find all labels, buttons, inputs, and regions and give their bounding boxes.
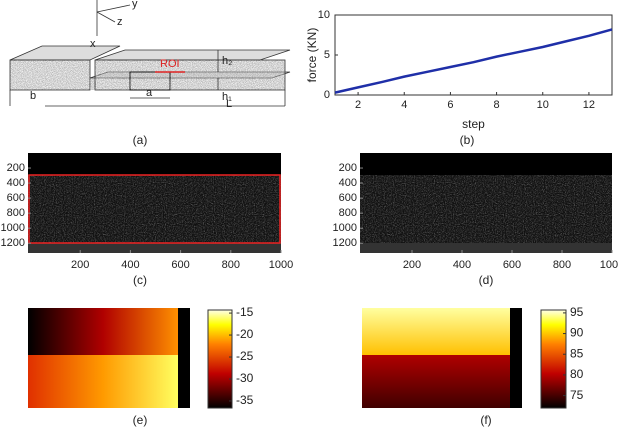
x-tick-label: 6 bbox=[447, 99, 453, 111]
x-tick-label: 600 bbox=[503, 259, 521, 271]
y-tick-label: 800 bbox=[339, 207, 357, 219]
x-tick-label: 2 bbox=[355, 99, 361, 111]
y-tick-label: 1200 bbox=[333, 237, 357, 249]
y-tick-label: 200 bbox=[339, 162, 357, 174]
x-tick-label: 800 bbox=[222, 259, 240, 271]
colorbar-tick-label: 80 bbox=[570, 367, 584, 381]
colorbar-tick-label: 95 bbox=[570, 305, 584, 319]
y-tick-label: 1000 bbox=[1, 222, 25, 234]
speckle-texture bbox=[360, 175, 612, 243]
heatmap-e bbox=[28, 308, 190, 408]
speckle-texture bbox=[28, 175, 281, 243]
y-tick-label: 0 bbox=[324, 89, 330, 101]
heatmap-f bbox=[362, 308, 522, 408]
x-tick-label: 600 bbox=[171, 259, 189, 271]
roi-box bbox=[28, 174, 281, 244]
x-tick-label: 400 bbox=[453, 259, 471, 271]
y-tick-label: 1200 bbox=[1, 237, 25, 249]
panel-label: (d) bbox=[479, 273, 494, 287]
dimension-label: b bbox=[30, 90, 36, 102]
y-tick-label: 800 bbox=[7, 207, 25, 219]
colorbar bbox=[540, 309, 567, 409]
y-tick-label: 10 bbox=[318, 9, 330, 21]
image-bottom bbox=[360, 243, 612, 253]
x-tick-label: 200 bbox=[71, 259, 89, 271]
dimension-label: h₁ bbox=[222, 91, 232, 103]
dimension-label: a bbox=[146, 87, 153, 99]
roi-label: ROI bbox=[160, 58, 180, 70]
colorbar-tick-label: -30 bbox=[236, 371, 254, 385]
y-axis-label: force (KN) bbox=[305, 28, 319, 83]
dimension-label: L bbox=[226, 98, 232, 110]
force-line bbox=[334, 28, 613, 94]
colorbar-tick-label: -25 bbox=[236, 349, 254, 363]
colorbar-tick-label: 75 bbox=[570, 388, 584, 402]
x-tick-label: 4 bbox=[401, 99, 407, 111]
x-tick-label: 1000 bbox=[600, 259, 618, 271]
y-tick-label: 5 bbox=[324, 49, 330, 61]
y-tick-label: 1000 bbox=[333, 222, 357, 234]
y-tick-label: 200 bbox=[7, 162, 25, 174]
axis-label: x bbox=[90, 38, 96, 50]
axis-label: z bbox=[117, 16, 123, 28]
y-tick-label: 400 bbox=[339, 177, 357, 189]
colorbar-tick-label: 85 bbox=[570, 346, 584, 360]
specimen-diagram bbox=[9, 0, 291, 107]
panel-label: (c) bbox=[133, 273, 147, 287]
colorbar-tick-label: -15 bbox=[236, 305, 254, 319]
panel-label: (e) bbox=[133, 413, 148, 427]
y-tick-label: 600 bbox=[339, 192, 357, 204]
panel-label: (a) bbox=[133, 133, 148, 147]
colorbar-tick-label: -20 bbox=[236, 327, 254, 341]
dimension-label: h₂ bbox=[222, 55, 232, 67]
x-tick-label: 800 bbox=[553, 259, 571, 271]
axis-label: y bbox=[132, 0, 138, 10]
x-tick-label: 12 bbox=[583, 99, 595, 111]
image-bottom bbox=[28, 243, 281, 253]
x-axis-label: step bbox=[462, 117, 485, 131]
x-tick-label: 8 bbox=[494, 99, 500, 111]
y-tick-label: 400 bbox=[7, 177, 25, 189]
colorbar bbox=[207, 309, 233, 409]
x-tick-label: 200 bbox=[403, 259, 421, 271]
panel-label: (f) bbox=[480, 413, 491, 427]
colorbar-tick-label: 90 bbox=[570, 326, 584, 340]
panel-label: (b) bbox=[460, 133, 475, 147]
x-tick-label: 10 bbox=[537, 99, 549, 111]
y-tick-label: 600 bbox=[7, 192, 25, 204]
colorbar-tick-label: -35 bbox=[236, 393, 254, 407]
x-tick-label: 1000 bbox=[269, 259, 293, 271]
x-tick-label: 400 bbox=[121, 259, 139, 271]
